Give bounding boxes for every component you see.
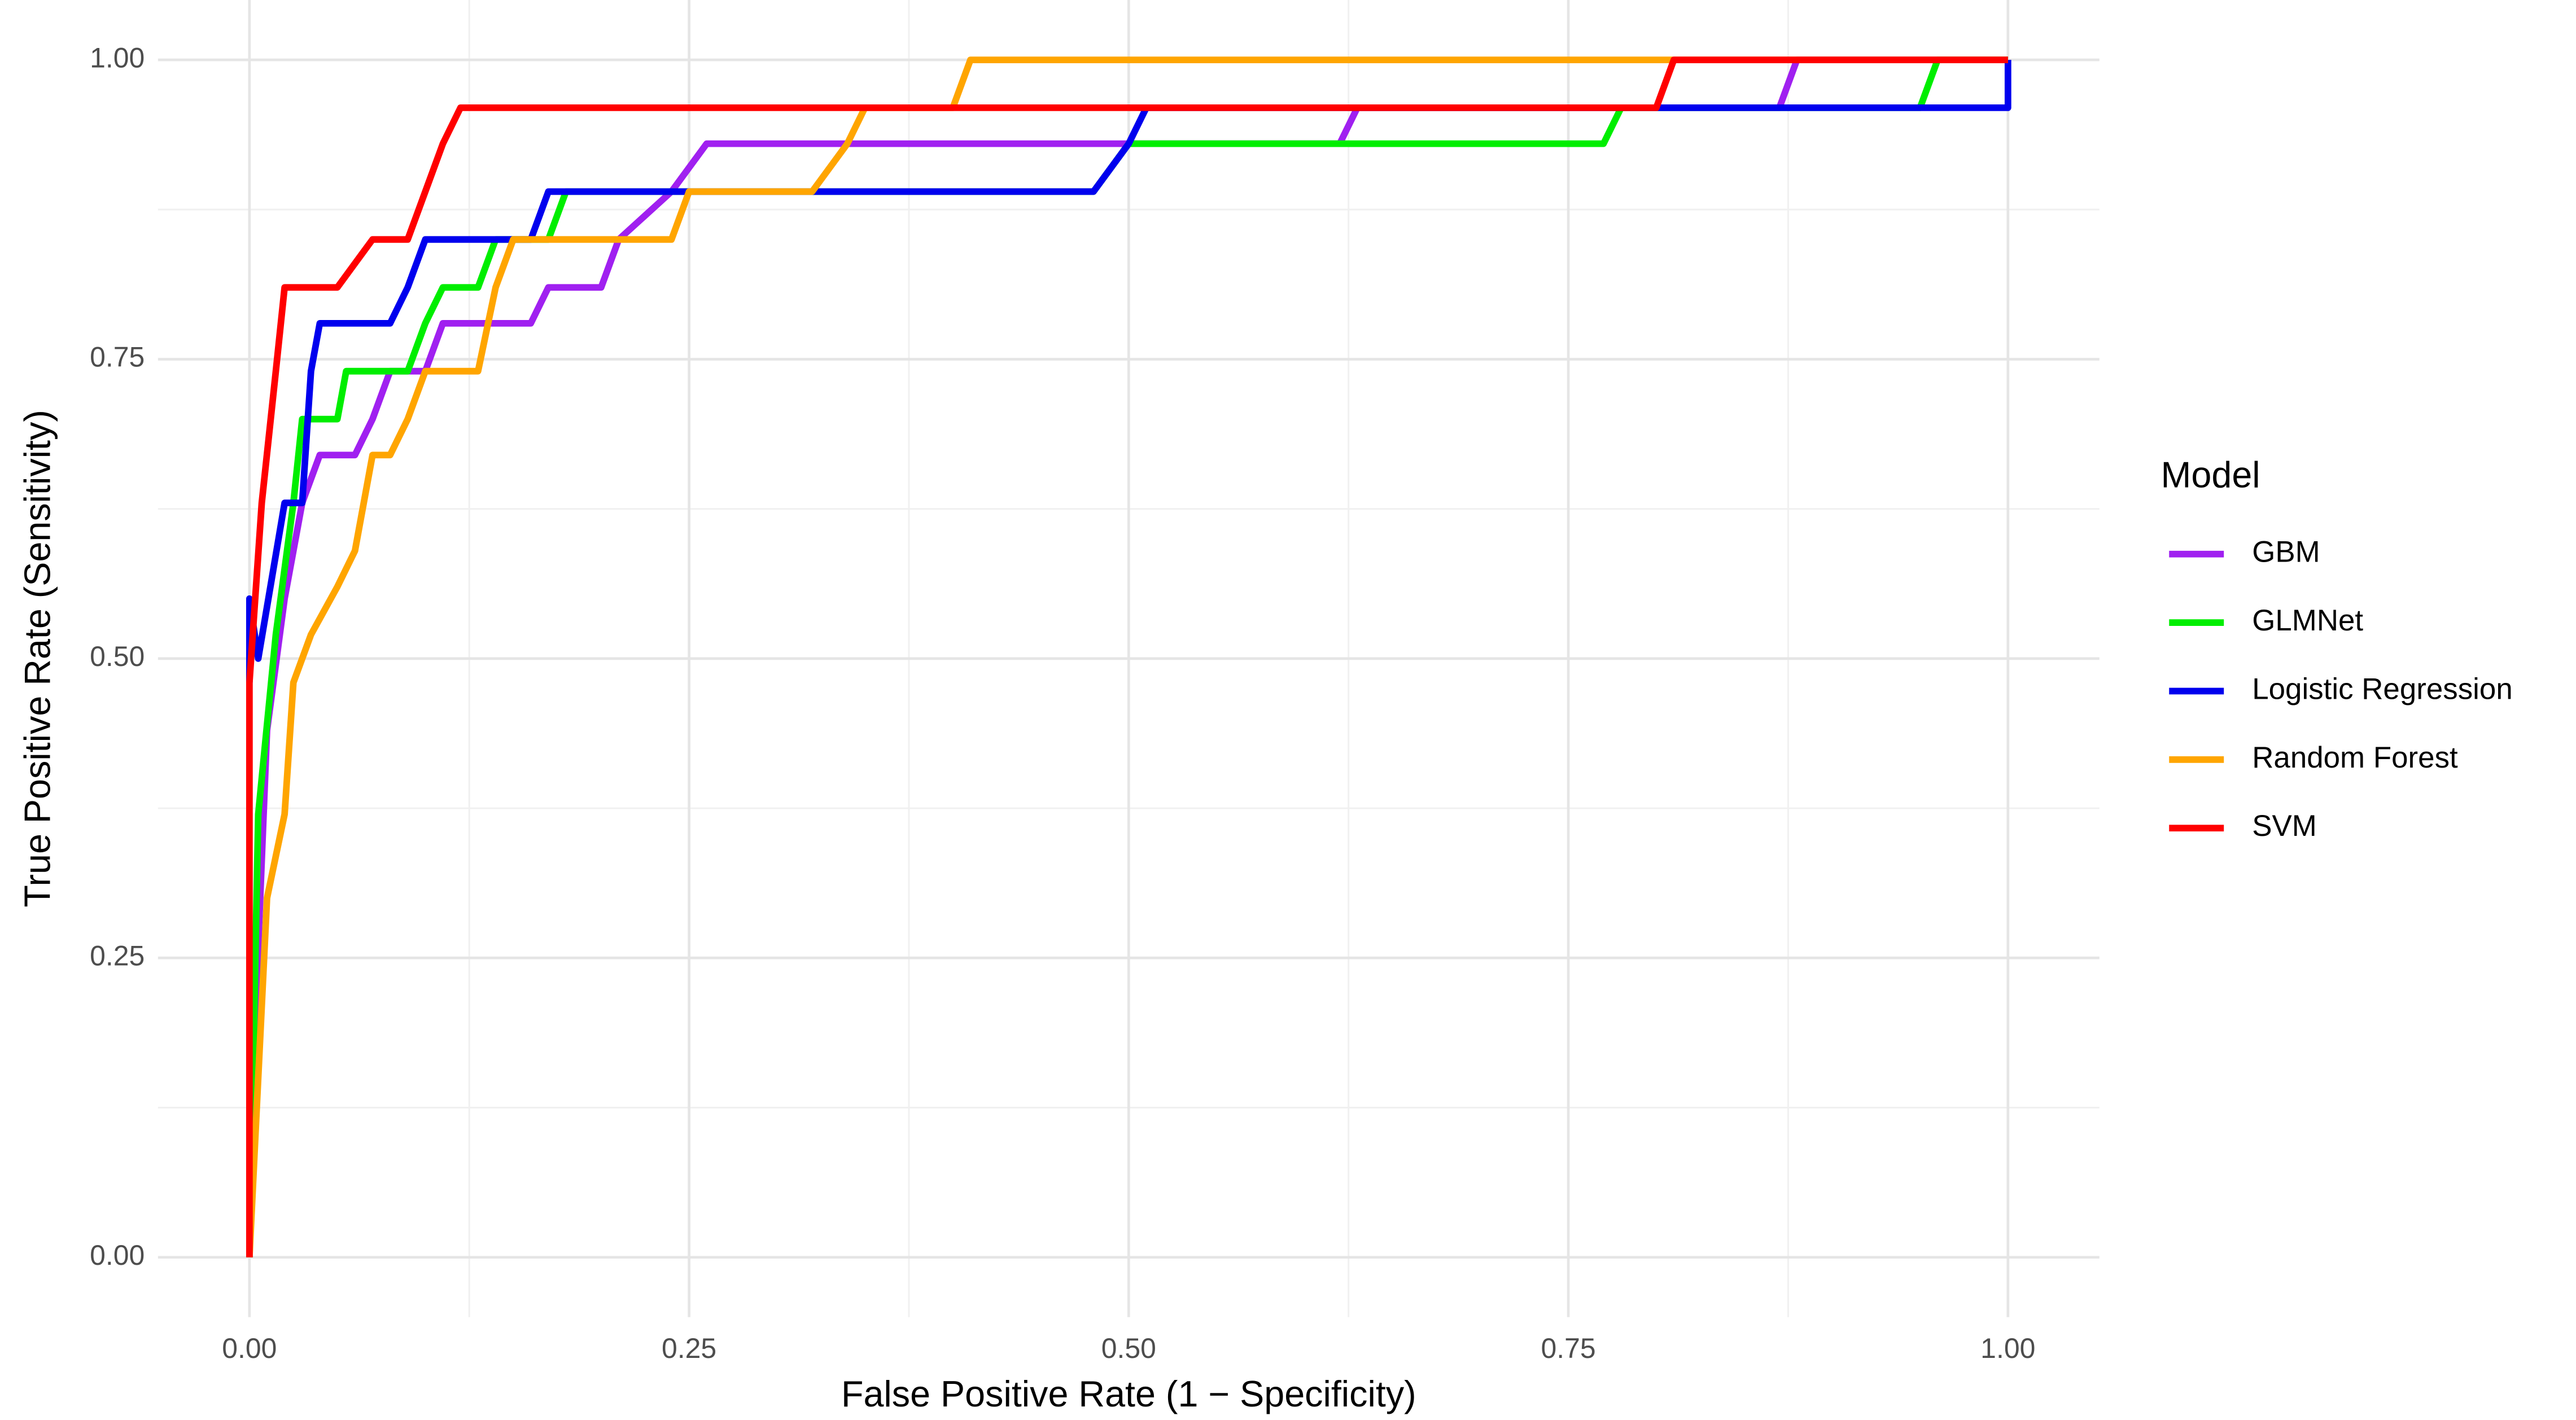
legend-label: GLMNet xyxy=(2252,604,2363,637)
roc-line xyxy=(246,56,2008,1257)
y-tick-label: 0.25 xyxy=(90,940,145,971)
x-tick-label: 0.50 xyxy=(1101,1333,1156,1364)
legend-label: GBM xyxy=(2252,536,2320,569)
legend-label: Logistic Regression xyxy=(2252,672,2513,705)
x-tick-label: 1.00 xyxy=(1980,1333,2035,1364)
y-tick-label: 1.00 xyxy=(90,42,145,73)
roc-line xyxy=(246,60,2011,683)
legend-label: SVM xyxy=(2252,809,2317,843)
roc-line xyxy=(246,56,2008,1257)
legend-title: Model xyxy=(2161,454,2260,496)
x-tick-label: 0.25 xyxy=(662,1333,716,1364)
y-tick-label: 0.75 xyxy=(90,341,145,373)
x-tick-label: 0.00 xyxy=(222,1333,277,1364)
y-tick-label: 0.00 xyxy=(90,1239,145,1271)
y-axis-title: True Positive Rate (Sensitivity) xyxy=(16,410,58,908)
ticks: 0.00 0.25 0.50 0.75 1.00 0.00 0.25 0.50 0.75 1.00 xyxy=(90,42,2035,1364)
legend-label: Random Forest xyxy=(2252,741,2458,774)
roc-line xyxy=(246,56,2008,1257)
x-axis-title: False Positive Rate (1 − Specificity) xyxy=(841,1373,1416,1414)
x-tick-label: 0.75 xyxy=(1541,1333,1595,1364)
y-tick-label: 0.50 xyxy=(90,641,145,672)
grid xyxy=(158,0,2100,1317)
